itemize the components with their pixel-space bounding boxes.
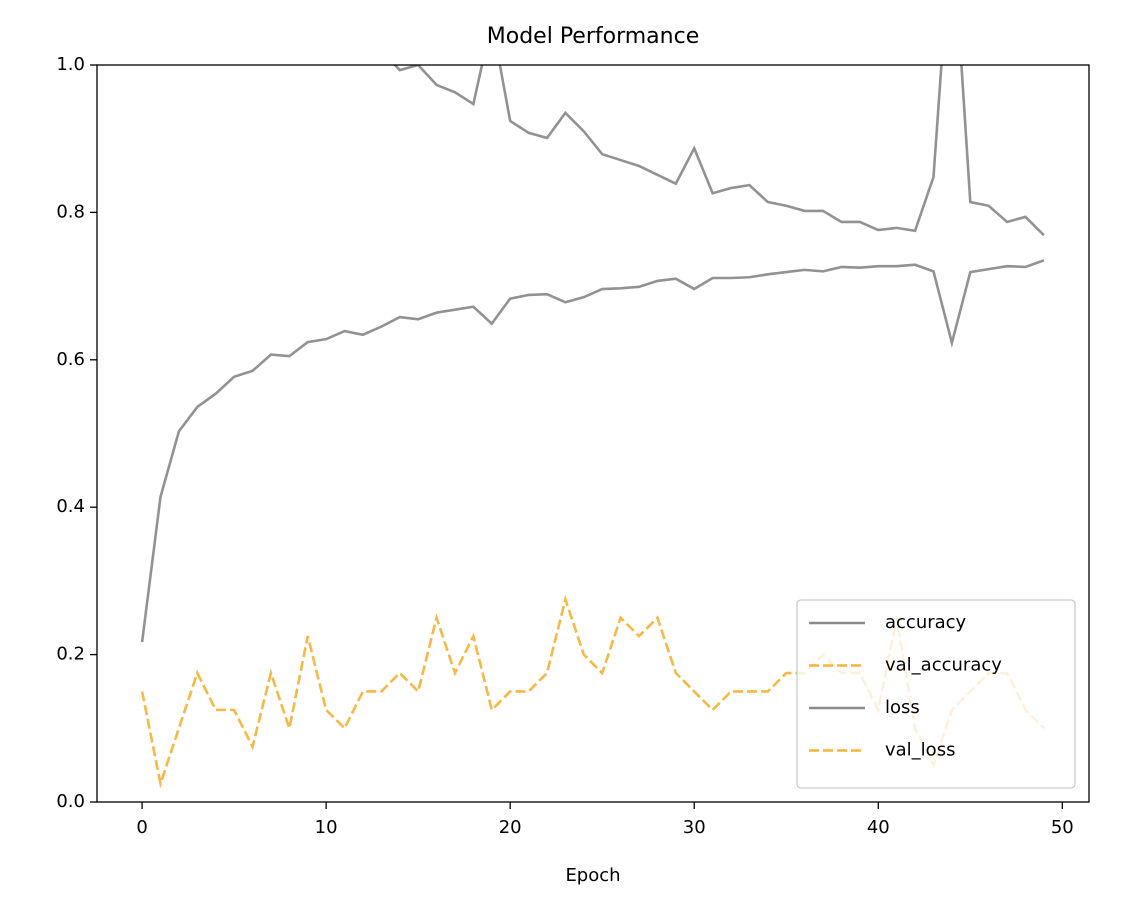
series-line	[393, 65, 1045, 237]
y-tick-label: 0.0	[56, 791, 85, 812]
x-tick-label: 0	[136, 817, 147, 838]
legend-label: loss	[885, 697, 920, 718]
x-tick-label: 40	[867, 817, 890, 838]
legend-label: accuracy	[885, 612, 967, 633]
x-axis-label: Epoch	[565, 865, 620, 886]
y-tick-label: 1.0	[56, 54, 85, 75]
legend-label: val_loss	[885, 740, 955, 761]
axes-frame	[96, 64, 1090, 803]
x-tick-label: 10	[315, 817, 338, 838]
x-tick-label: 50	[1051, 817, 1074, 838]
y-tick-label: 0.4	[56, 496, 85, 517]
y-tick-label: 0.8	[56, 201, 85, 222]
y-tick-label: 0.6	[56, 349, 85, 370]
x-tick-label: 20	[499, 817, 522, 838]
y-tick-label: 0.2	[56, 644, 85, 665]
legend-label: val_accuracy	[885, 655, 1002, 676]
legend-box	[796, 599, 1076, 789]
series-line	[140, 259, 1045, 643]
chart-title: Model Performance	[487, 24, 699, 49]
x-tick-label: 30	[683, 817, 706, 838]
